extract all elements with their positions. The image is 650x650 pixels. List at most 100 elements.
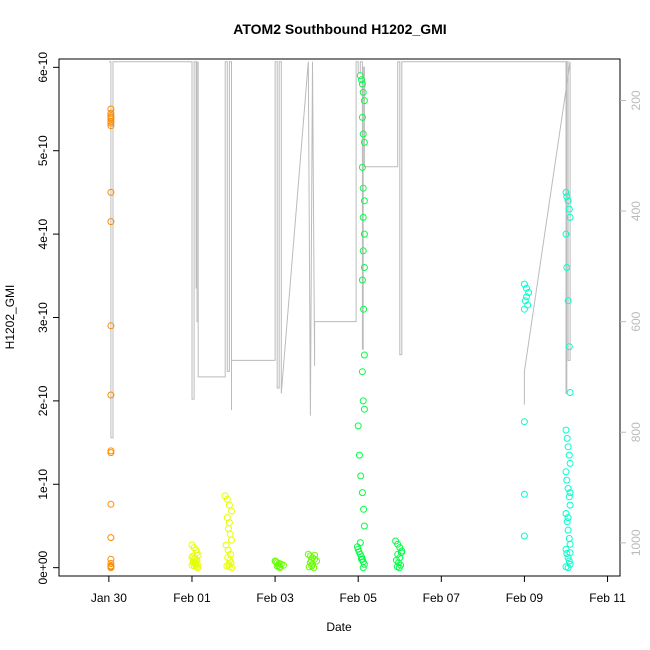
data-point — [358, 276, 366, 284]
data-point — [107, 449, 115, 457]
data-point — [563, 550, 571, 557]
line-series-layer — [108, 61, 571, 439]
data-point — [563, 264, 571, 271]
data-point — [107, 322, 115, 330]
data-point — [228, 564, 236, 572]
x-tick-label: Jan 30 — [91, 591, 127, 605]
data-point — [566, 389, 574, 396]
data-point — [192, 560, 200, 568]
data-point — [193, 556, 201, 564]
data-point — [360, 97, 368, 105]
y2-axis: 200 400 600 800 1000 — [620, 90, 643, 556]
data-point — [395, 564, 403, 572]
data-point — [228, 507, 235, 515]
data-point — [225, 519, 233, 527]
y2-tick-label: 200 — [629, 90, 643, 110]
data-point — [520, 305, 528, 313]
data-point — [107, 560, 115, 567]
plot-frame — [58, 58, 621, 577]
data-point — [359, 130, 367, 138]
data-point — [107, 564, 115, 572]
x-tick-label: Feb 09 — [506, 591, 544, 605]
data-point — [360, 522, 368, 530]
data-point — [107, 391, 115, 399]
data-point — [564, 526, 572, 534]
data-point — [225, 501, 233, 509]
data-point — [359, 184, 367, 192]
data-point — [563, 518, 571, 526]
data-point — [226, 530, 234, 538]
y-tick-label: 5e-10 — [36, 135, 50, 166]
data-point — [520, 532, 528, 540]
data-point — [562, 230, 570, 238]
x-tick-label: Feb 07 — [423, 591, 461, 605]
data-point — [566, 213, 574, 221]
data-point — [564, 443, 572, 451]
data-point — [358, 163, 366, 171]
data-point — [360, 264, 368, 271]
data-point — [523, 284, 530, 292]
data-point — [307, 556, 315, 564]
data-point — [306, 552, 314, 560]
data-point — [360, 505, 368, 513]
x-tick-label: Feb 11 — [589, 591, 626, 605]
data-point — [310, 564, 318, 572]
data-point — [565, 343, 573, 351]
x-axis-label: Date — [326, 620, 352, 634]
x-tick-label: Feb 03 — [256, 591, 294, 605]
data-point — [107, 555, 115, 563]
data-point — [107, 534, 115, 542]
data-point — [520, 418, 528, 426]
data-point — [358, 555, 365, 563]
data-point — [358, 368, 366, 376]
data-point — [565, 451, 573, 459]
data-point — [190, 555, 198, 563]
data-point — [107, 115, 115, 123]
data-point — [566, 489, 574, 497]
data-point — [358, 76, 365, 84]
y-tick-label: 1e-10 — [36, 469, 50, 500]
data-point — [566, 459, 574, 467]
data-point — [524, 301, 532, 309]
data-point — [360, 305, 368, 313]
data-point — [562, 426, 570, 434]
data-point — [358, 489, 366, 497]
data-point — [525, 289, 533, 296]
data-point — [523, 293, 530, 301]
data-point — [564, 564, 572, 572]
data-point — [562, 510, 570, 517]
data-point — [107, 112, 115, 120]
data-point — [357, 472, 365, 480]
x-tick-label: Feb 05 — [340, 591, 378, 605]
data-point — [225, 525, 232, 532]
data-point — [305, 563, 313, 571]
data-point — [359, 88, 367, 96]
data-point — [562, 545, 570, 553]
data-point — [520, 490, 528, 498]
data-point — [563, 193, 571, 201]
data-point — [107, 122, 115, 130]
x-tick-label: Feb 01 — [173, 591, 211, 605]
data-point — [274, 561, 282, 569]
y2-tick-label: 800 — [629, 422, 643, 442]
y2-tick-label: 400 — [629, 201, 643, 221]
data-point — [359, 397, 367, 405]
data-point — [359, 564, 367, 572]
data-point — [358, 113, 366, 121]
y-axis-label: H1202_GMI — [3, 285, 17, 350]
data-point — [564, 514, 572, 522]
data-point — [228, 536, 235, 544]
data-point — [360, 351, 368, 359]
y2-tick-label: 1000 — [629, 529, 643, 556]
data-point — [564, 297, 572, 305]
data-point — [565, 493, 573, 501]
data-point — [360, 138, 368, 146]
data-point — [397, 549, 405, 557]
data-point — [221, 492, 229, 500]
data-point — [359, 213, 367, 221]
data-point — [356, 539, 364, 547]
data-point — [562, 468, 570, 476]
y-tick-label: 4e-10 — [36, 218, 50, 249]
data-point — [563, 476, 571, 484]
